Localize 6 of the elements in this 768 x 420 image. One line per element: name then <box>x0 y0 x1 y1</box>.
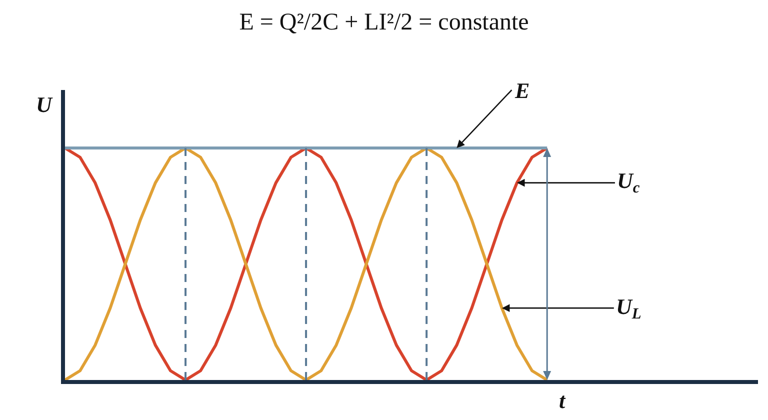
text: U$_{c}$ <box>617 168 640 197</box>
x-axis-title: t <box>559 388 566 413</box>
text: E <box>514 78 530 103</box>
text: U$_{L}$ <box>616 294 642 323</box>
y-axis-title: U <box>36 92 53 117</box>
chart-title: E = Q²/2C + LI²/2 = constante <box>239 9 529 36</box>
